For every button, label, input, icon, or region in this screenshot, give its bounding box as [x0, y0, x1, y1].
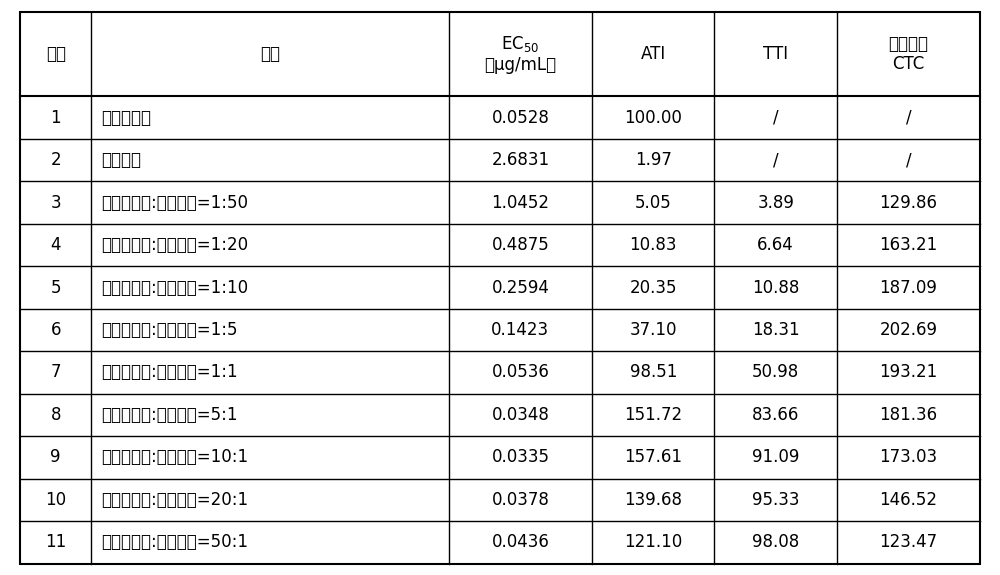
Text: 202.69: 202.69: [880, 321, 938, 339]
Text: 0.0378: 0.0378: [491, 491, 549, 509]
Text: /: /: [906, 109, 911, 126]
Text: 98.08: 98.08: [752, 533, 799, 551]
Text: 157.61: 157.61: [624, 448, 682, 466]
Text: 6.64: 6.64: [757, 236, 794, 254]
Text: 37.10: 37.10: [629, 321, 677, 339]
Text: 193.21: 193.21: [879, 363, 938, 381]
Text: 2.6831: 2.6831: [491, 151, 549, 169]
Text: 95.33: 95.33: [752, 491, 799, 509]
Text: 8: 8: [50, 406, 61, 424]
Text: 181.36: 181.36: [879, 406, 938, 424]
Text: 10.83: 10.83: [629, 236, 677, 254]
Text: 151.72: 151.72: [624, 406, 682, 424]
Text: 18.31: 18.31: [752, 321, 800, 339]
Text: 0.0528: 0.0528: [491, 109, 549, 126]
Text: /: /: [773, 109, 779, 126]
Text: 173.03: 173.03: [879, 448, 938, 466]
Text: 0.0335: 0.0335: [491, 448, 549, 466]
Text: ATI: ATI: [641, 45, 666, 63]
Text: 吡唑萘菌胺: 吡唑萘菌胺: [101, 109, 151, 126]
Text: 121.10: 121.10: [624, 533, 682, 551]
Text: TTI: TTI: [763, 45, 788, 63]
Text: 5.05: 5.05: [635, 194, 672, 212]
Text: 0.0536: 0.0536: [491, 363, 549, 381]
Text: 吡唑萘菌胺:啶菌噁唑=50:1: 吡唑萘菌胺:啶菌噁唑=50:1: [101, 533, 248, 551]
Text: 11: 11: [45, 533, 66, 551]
Text: 1.97: 1.97: [635, 151, 672, 169]
Text: 3: 3: [50, 194, 61, 212]
Text: 吡唑萘菌胺:啶菌噁唑=1:20: 吡唑萘菌胺:啶菌噁唑=1:20: [101, 236, 249, 254]
Text: 20.35: 20.35: [629, 278, 677, 297]
Text: 吡唑萘菌胺:啶菌噁唑=10:1: 吡唑萘菌胺:啶菌噁唑=10:1: [101, 448, 249, 466]
Text: 91.09: 91.09: [752, 448, 799, 466]
Text: 0.4875: 0.4875: [492, 236, 549, 254]
Text: 146.52: 146.52: [880, 491, 938, 509]
Text: 5: 5: [50, 278, 61, 297]
Text: 吡唑萘菌胺:啶菌噁唑=20:1: 吡唑萘菌胺:啶菌噁唑=20:1: [101, 491, 249, 509]
Text: 1.0452: 1.0452: [491, 194, 549, 212]
Text: 9: 9: [50, 448, 61, 466]
Text: 吡唑萘菌胺:啶菌噁唑=1:10: 吡唑萘菌胺:啶菌噁唑=1:10: [101, 278, 249, 297]
Text: 10.88: 10.88: [752, 278, 799, 297]
Text: 0.2594: 0.2594: [491, 278, 549, 297]
Text: 共毒系数
CTC: 共毒系数 CTC: [889, 34, 929, 74]
Text: 1: 1: [50, 109, 61, 126]
Text: 处理: 处理: [260, 45, 280, 63]
Text: 3.89: 3.89: [757, 194, 794, 212]
Text: 10: 10: [45, 491, 66, 509]
Text: 吡唑萘菌胺:啶菌噁唑=5:1: 吡唑萘菌胺:啶菌噁唑=5:1: [101, 406, 238, 424]
Text: 100.00: 100.00: [624, 109, 682, 126]
Text: 啶菌噁唑: 啶菌噁唑: [101, 151, 141, 169]
Text: 2: 2: [50, 151, 61, 169]
Text: 98.51: 98.51: [630, 363, 677, 381]
Text: 4: 4: [50, 236, 61, 254]
Text: 7: 7: [50, 363, 61, 381]
Text: /: /: [906, 151, 911, 169]
Text: 吡唑萘菌胺:啶菌噁唑=1:1: 吡唑萘菌胺:啶菌噁唑=1:1: [101, 363, 238, 381]
Text: 129.86: 129.86: [880, 194, 938, 212]
Text: 吡唑萘菌胺:啶菌噁唑=1:5: 吡唑萘菌胺:啶菌噁唑=1:5: [101, 321, 238, 339]
Text: 0.0348: 0.0348: [491, 406, 549, 424]
Text: 0.1423: 0.1423: [491, 321, 549, 339]
Text: 187.09: 187.09: [880, 278, 937, 297]
Text: 163.21: 163.21: [879, 236, 938, 254]
Text: 83.66: 83.66: [752, 406, 799, 424]
Text: 139.68: 139.68: [624, 491, 682, 509]
Text: /: /: [773, 151, 779, 169]
Text: 吡唑萘菌胺:啶菌噁唑=1:50: 吡唑萘菌胺:啶菌噁唑=1:50: [101, 194, 248, 212]
Text: 0.0436: 0.0436: [491, 533, 549, 551]
Text: 50.98: 50.98: [752, 363, 799, 381]
Text: 123.47: 123.47: [879, 533, 938, 551]
Text: 序号: 序号: [46, 45, 66, 63]
Text: EC$_{50}$
（μg/mL）: EC$_{50}$ （μg/mL）: [484, 33, 556, 74]
Text: 6: 6: [50, 321, 61, 339]
